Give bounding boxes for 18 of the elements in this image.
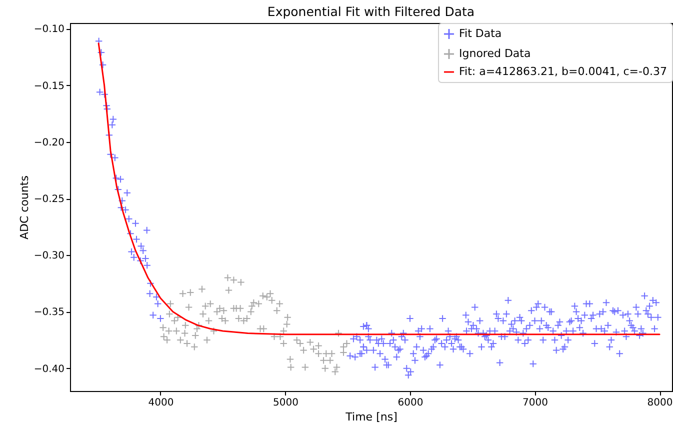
- x-tick-label: 5000: [272, 398, 298, 408]
- legend-label: Fit: a=412863.21, b=0.0041, c=-0.37: [459, 65, 667, 78]
- x-tick-label: 4000: [148, 398, 174, 408]
- y-tick-label: −0.15: [34, 80, 64, 92]
- y-axis-title: ADC counts: [18, 175, 31, 240]
- chart-title: Exponential Fit with Filtered Data: [267, 4, 475, 19]
- legend-label: Fit Data: [459, 27, 502, 40]
- x-tick-label: 7000: [522, 398, 548, 408]
- y-tick-label: −0.35: [34, 307, 64, 318]
- y-tick-label: −0.25: [34, 194, 64, 206]
- x-tick-label: 6000: [398, 398, 424, 408]
- y-tick-label: −0.20: [34, 137, 64, 148]
- y-tick-label: −0.10: [34, 24, 64, 36]
- legend-label: Ignored Data: [459, 47, 531, 60]
- x-axis-title: Time [ns]: [344, 410, 398, 424]
- x-tick-label: 8000: [647, 398, 673, 408]
- y-tick-label: −0.40: [34, 364, 64, 375]
- y-tick-label: −0.30: [34, 250, 64, 262]
